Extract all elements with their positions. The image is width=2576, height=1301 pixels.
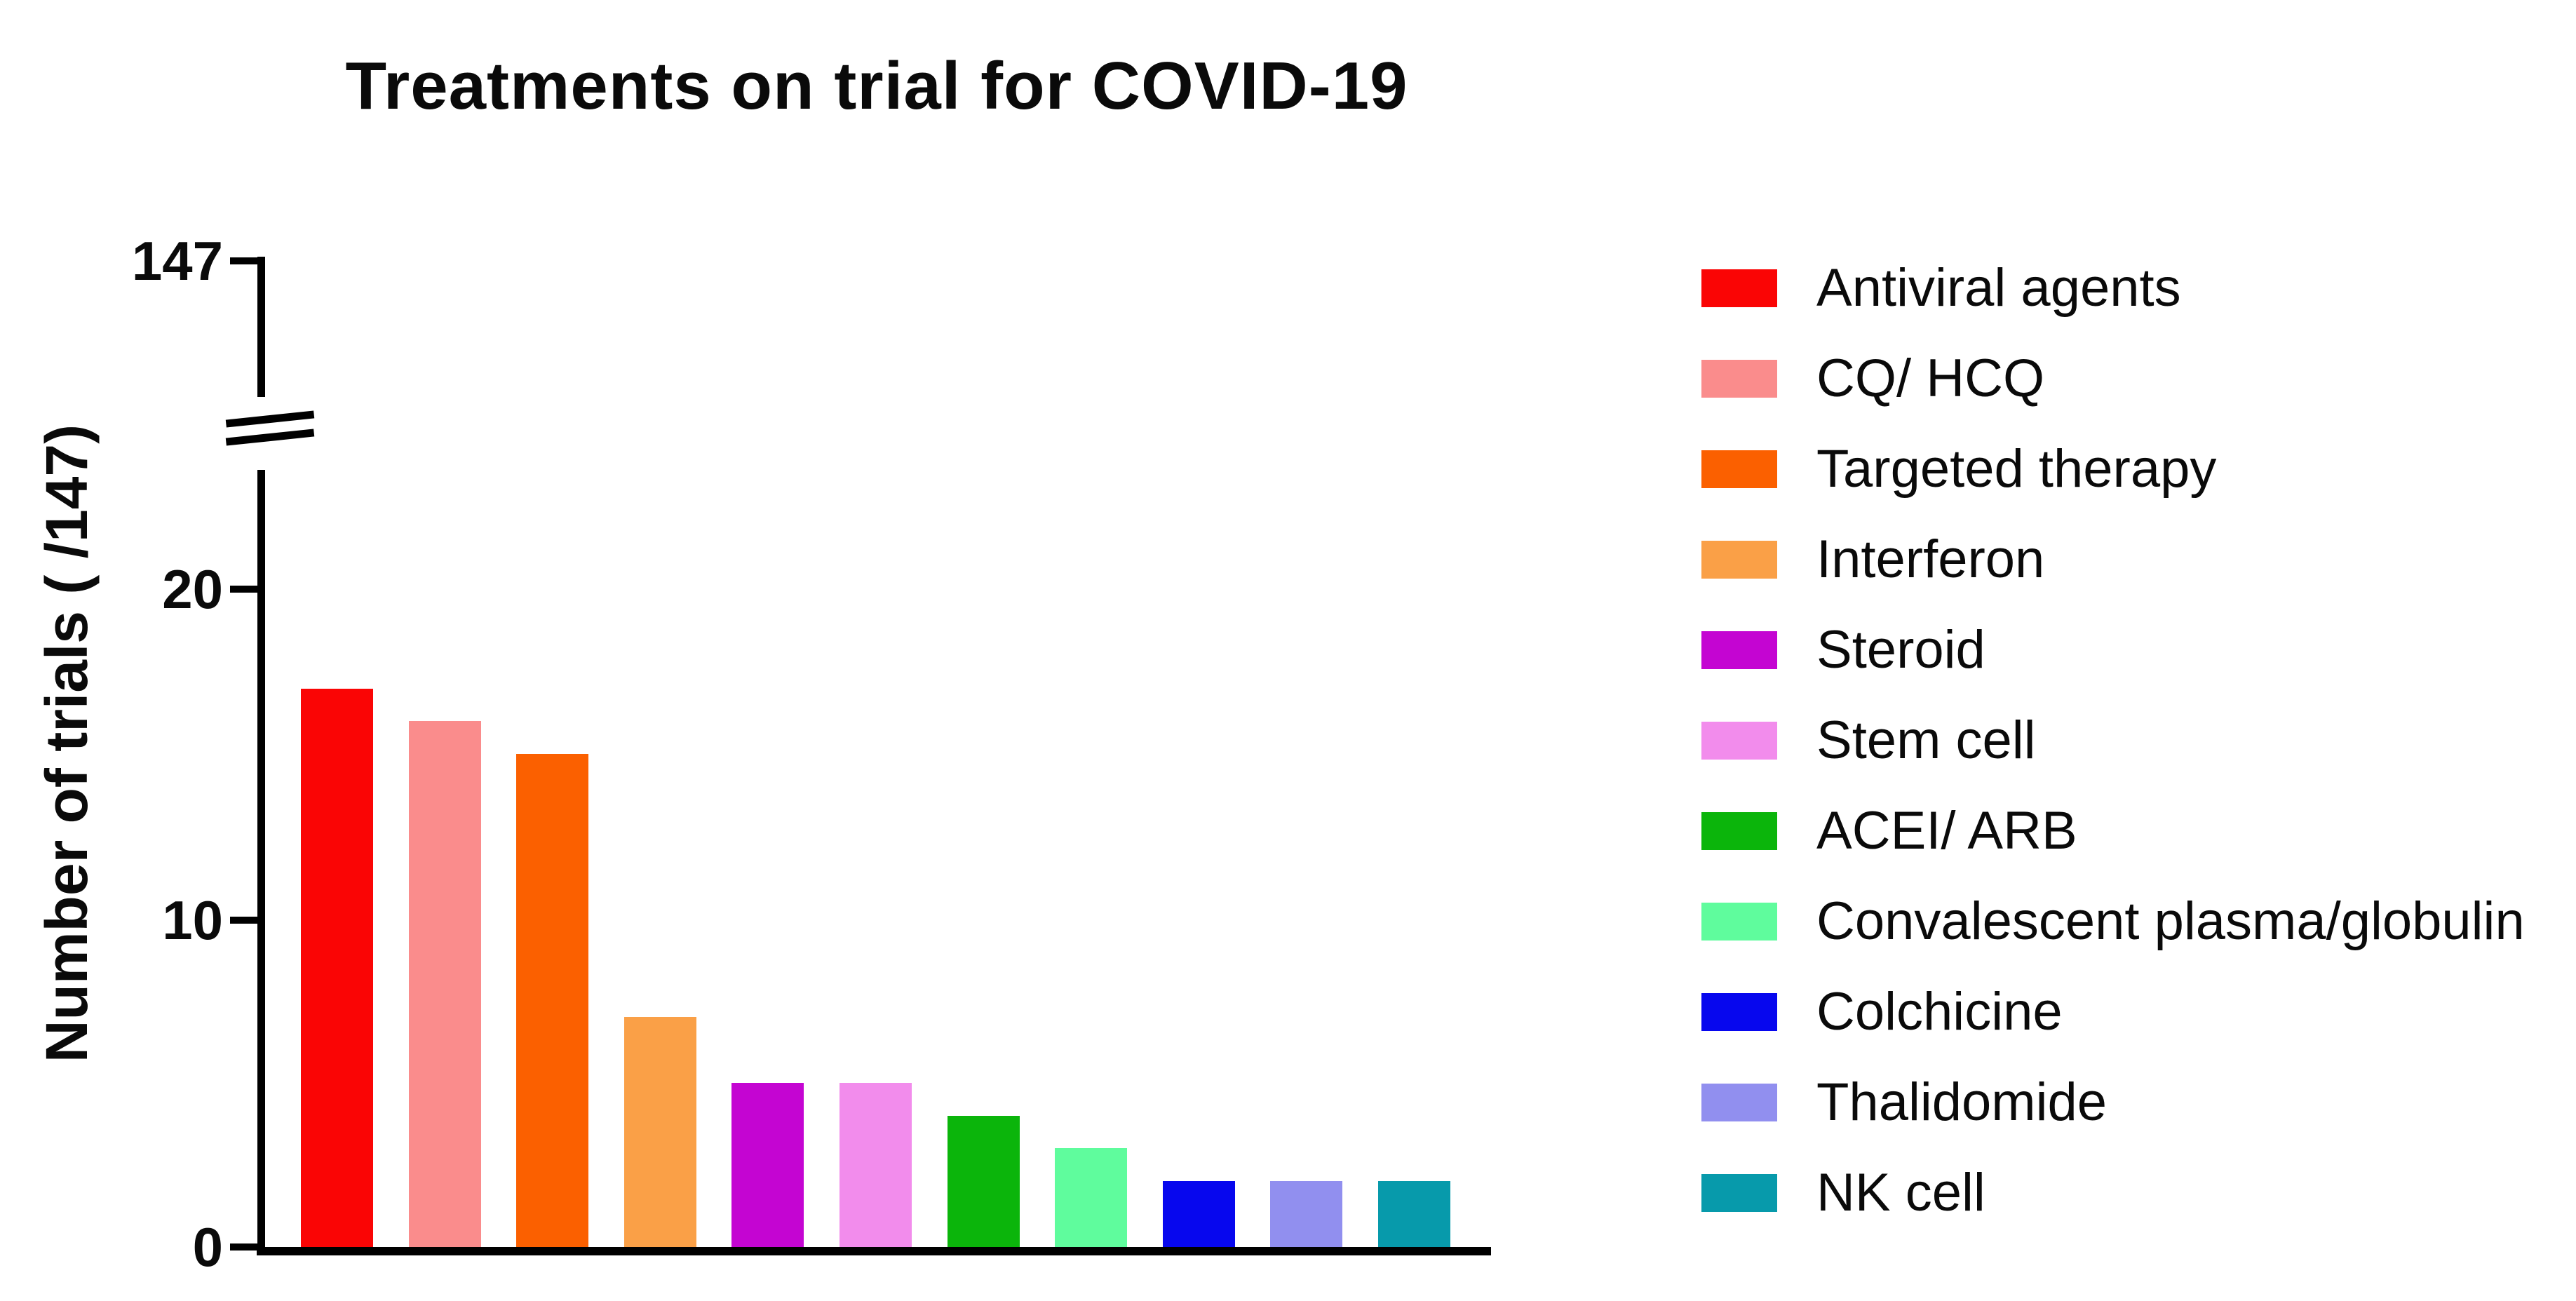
axis-break-line-lower <box>225 429 315 446</box>
bar-steroid <box>731 1083 804 1247</box>
y-tick-147 <box>230 257 261 264</box>
legend-swatch-icon <box>1701 812 1777 850</box>
legend-label: ACEI/ ARB <box>1816 801 2077 861</box>
bar-interferon <box>624 1017 696 1247</box>
legend-label: Antiviral agents <box>1816 258 2181 318</box>
legend-label: Convalescent plasma/globulin <box>1816 891 2525 951</box>
legend-label: Thalidomide <box>1816 1072 2107 1132</box>
bar-acei-arb <box>948 1116 1020 1247</box>
legend-swatch-icon <box>1701 903 1777 941</box>
y-tick-label-0: 0 <box>192 1216 223 1278</box>
y-tick-20 <box>230 586 261 593</box>
y-axis-upper-segment <box>257 257 265 397</box>
legend-label: Interferon <box>1816 530 2045 589</box>
legend-swatch-icon <box>1701 269 1777 307</box>
bar-thalidomide <box>1270 1181 1342 1247</box>
legend-swatch-icon <box>1701 993 1777 1031</box>
bar-cq-hcq <box>409 721 481 1247</box>
y-axis-lower-segment <box>257 470 265 1250</box>
legend-label: Colchicine <box>1816 982 2063 1042</box>
legend-swatch-icon <box>1701 631 1777 669</box>
bar-stem-cell <box>839 1083 912 1247</box>
y-axis-label: Number of trials ( /147) <box>34 424 100 1063</box>
legend-swatch-icon <box>1701 1174 1777 1212</box>
y-tick-0 <box>230 1243 261 1251</box>
axis-break-line-upper <box>225 410 315 428</box>
legend-label: Stem cell <box>1816 710 2036 770</box>
legend-swatch-icon <box>1701 1084 1777 1121</box>
x-axis-line <box>257 1247 1491 1255</box>
legend-label: Steroid <box>1816 620 1985 680</box>
legend-label: Targeted therapy <box>1816 439 2217 499</box>
bar-targeted-therapy <box>516 754 588 1247</box>
bar-colchicine <box>1163 1181 1235 1247</box>
y-tick-label-147: 147 <box>131 230 223 292</box>
legend-swatch-icon <box>1701 541 1777 579</box>
legend-swatch-icon <box>1701 360 1777 398</box>
y-tick-label-20: 20 <box>162 558 223 620</box>
bar-convalescent-plasma-globulin <box>1055 1148 1127 1247</box>
y-tick-label-10: 10 <box>162 889 223 951</box>
chart-title: Treatments on trial for COVID-19 <box>345 48 1408 123</box>
legend-swatch-icon <box>1701 722 1777 760</box>
bar-antiviral-agents <box>301 689 373 1247</box>
bar-nk-cell <box>1378 1181 1450 1247</box>
legend-label: CQ/ HCQ <box>1816 349 2045 408</box>
y-tick-10 <box>230 917 261 924</box>
legend-label: NK cell <box>1816 1163 1985 1222</box>
legend-swatch-icon <box>1701 450 1777 488</box>
